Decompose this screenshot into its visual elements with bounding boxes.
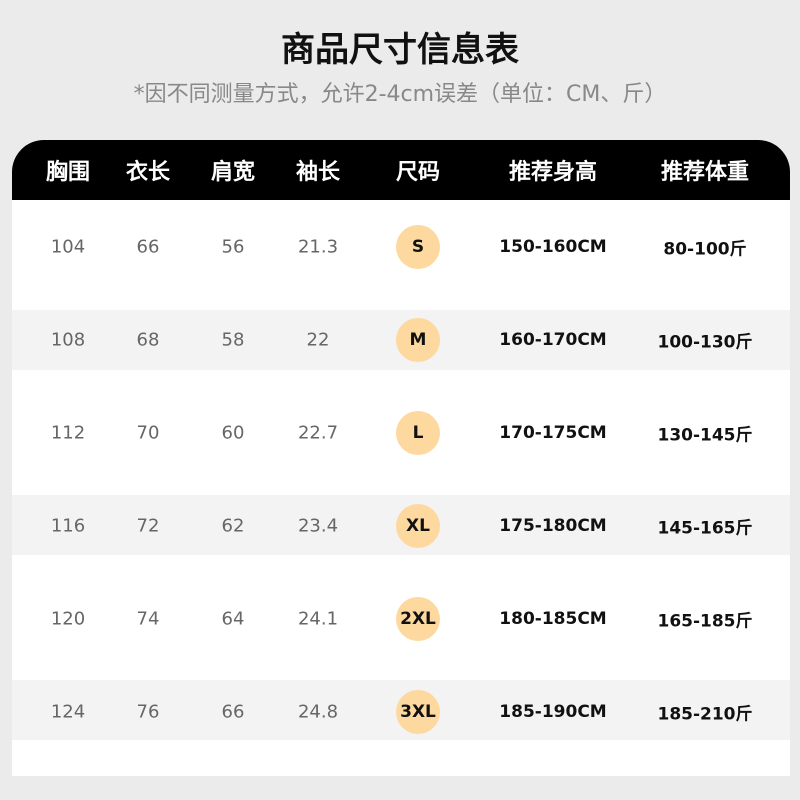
page-subtitle: *因不同测量方式，允许2-4cm误差（单位：CM、斤） [133, 82, 667, 107]
header-cell: 衣长 [125, 160, 171, 185]
size-badge: 3XL [396, 690, 440, 734]
header-cell: 肩宽 [210, 160, 256, 185]
table-cell: 185-190CM [499, 702, 607, 722]
table-cell: 56 [221, 236, 245, 258]
table-cell: 185-210斤 [657, 704, 753, 725]
size-badge: S [396, 225, 440, 269]
table-cell: 72 [136, 515, 160, 537]
table-cell: 104 [50, 236, 86, 258]
header-cell: 尺码 [395, 160, 441, 185]
table-cell: 60 [221, 422, 245, 444]
table-cell: 64 [221, 608, 245, 630]
table-cell: 24.8 [297, 701, 339, 723]
table-cell: 112 [50, 422, 86, 444]
table-cell: 175-180CM [499, 516, 607, 536]
table-cell: 68 [136, 329, 160, 351]
table-cell: 165-185斤 [657, 611, 753, 632]
table-cell: 22.7 [297, 422, 339, 444]
table-cell: 22 [306, 329, 330, 351]
header-cell: 推荐身高 [508, 160, 598, 185]
table-cell: 130-145斤 [657, 425, 753, 446]
table-cell: 66 [136, 236, 160, 258]
table-cell: 23.4 [297, 515, 339, 537]
table-cell: 108 [50, 329, 86, 351]
table-cell: 116 [50, 515, 86, 537]
size-badge: L [396, 411, 440, 455]
table-cell: 145-165斤 [657, 518, 753, 539]
table-cell: 70 [136, 422, 160, 444]
table-cell: 21.3 [297, 236, 339, 258]
table-cell: 160-170CM [499, 330, 607, 350]
table-cell: 24.1 [297, 608, 339, 630]
table-cell: 62 [221, 515, 245, 537]
size-badge: XL [396, 504, 440, 548]
page-title: 商品尺寸信息表 [281, 30, 519, 70]
size-badge: M [396, 318, 440, 362]
header-cell: 袖长 [295, 160, 341, 185]
header-cell: 推荐体重 [660, 160, 750, 185]
table-cell: 74 [136, 608, 160, 630]
table-cell: 124 [50, 701, 86, 723]
size-table: 胸围 衣长 肩宽 袖长 尺码 推荐身高 推荐体重 104 66 56 21.3 S 150-160CM… [12, 140, 790, 776]
table-cell: 100-130斤 [657, 332, 753, 353]
table-cell: 170-175CM [499, 423, 607, 443]
table-header: 胸围 衣长 肩宽 袖长 尺码 推荐身高 推荐体重 [12, 140, 790, 200]
table-cell: 150-160CM [499, 237, 607, 257]
table-cell: 180-185CM [499, 609, 607, 629]
table-cell: 76 [136, 701, 160, 723]
header-cell: 胸围 [45, 160, 91, 185]
size-badge: 2XL [396, 597, 440, 641]
table-cell: 66 [221, 701, 245, 723]
table-cell: 80-100斤 [663, 239, 747, 260]
table-cell: 58 [221, 329, 245, 351]
table-cell: 120 [50, 608, 86, 630]
